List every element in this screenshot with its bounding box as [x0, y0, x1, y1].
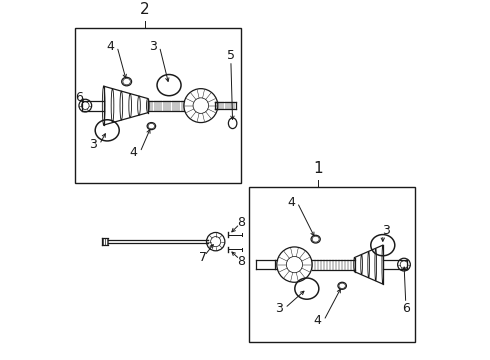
Text: 8: 8 [237, 216, 245, 229]
Text: 4: 4 [130, 146, 138, 159]
Text: 3: 3 [274, 302, 283, 315]
Text: 6: 6 [402, 302, 410, 315]
Bar [248, 187, 415, 342]
Bar [75, 28, 242, 183]
Text: 3: 3 [382, 224, 390, 237]
Text: 1: 1 [314, 161, 323, 176]
Text: 3: 3 [89, 138, 97, 151]
Text: 3: 3 [149, 40, 157, 53]
Text: 5: 5 [227, 49, 235, 62]
Text: 4: 4 [107, 40, 115, 53]
Text: 4: 4 [314, 314, 321, 327]
Text: 2: 2 [140, 2, 150, 17]
Text: 6: 6 [75, 91, 83, 104]
Text: 4: 4 [287, 196, 295, 209]
Text: 7: 7 [198, 251, 207, 264]
Text: 8: 8 [237, 255, 245, 267]
